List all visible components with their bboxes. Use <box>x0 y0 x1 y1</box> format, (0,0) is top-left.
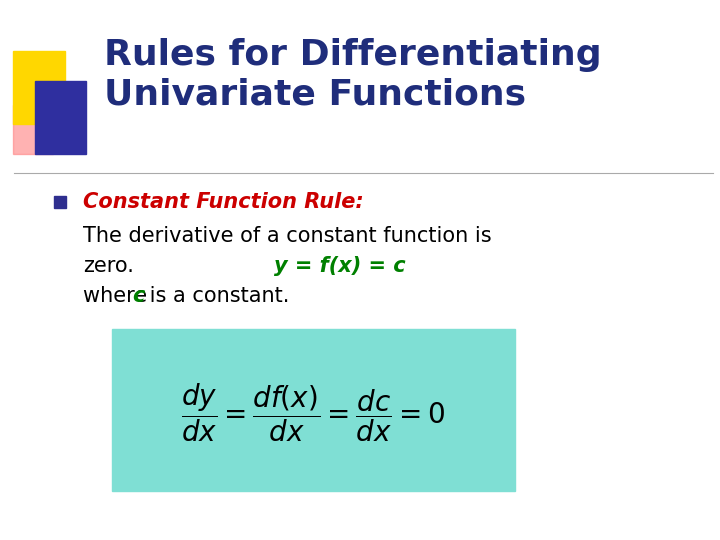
Text: y = f(x) = c: y = f(x) = c <box>274 256 405 276</box>
Bar <box>13 51 65 124</box>
Bar <box>54 196 66 208</box>
Text: where: where <box>83 286 153 306</box>
Text: c: c <box>132 286 144 306</box>
Text: Rules for Differentiating
Univariate Functions: Rules for Differentiating Univariate Fun… <box>104 38 602 111</box>
Text: Constant Function Rule:: Constant Function Rule: <box>83 192 364 212</box>
Text: The derivative of a constant function is: The derivative of a constant function is <box>83 226 492 246</box>
Bar <box>13 105 53 154</box>
Text: $\dfrac{dy}{dx} = \dfrac{df(x)}{dx} = \dfrac{dc}{dx} = 0$: $\dfrac{dy}{dx} = \dfrac{df(x)}{dx} = \d… <box>181 382 445 444</box>
FancyBboxPatch shape <box>112 329 515 491</box>
Bar <box>35 81 86 154</box>
Text: zero.: zero. <box>83 256 134 276</box>
Text: is a constant.: is a constant. <box>143 286 289 306</box>
